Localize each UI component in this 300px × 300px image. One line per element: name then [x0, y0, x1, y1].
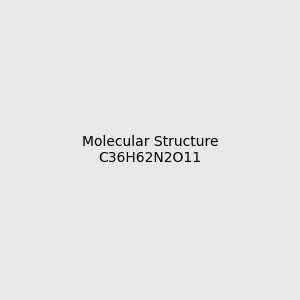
Text: Molecular Structure
C36H62N2O11: Molecular Structure C36H62N2O11 — [82, 135, 218, 165]
